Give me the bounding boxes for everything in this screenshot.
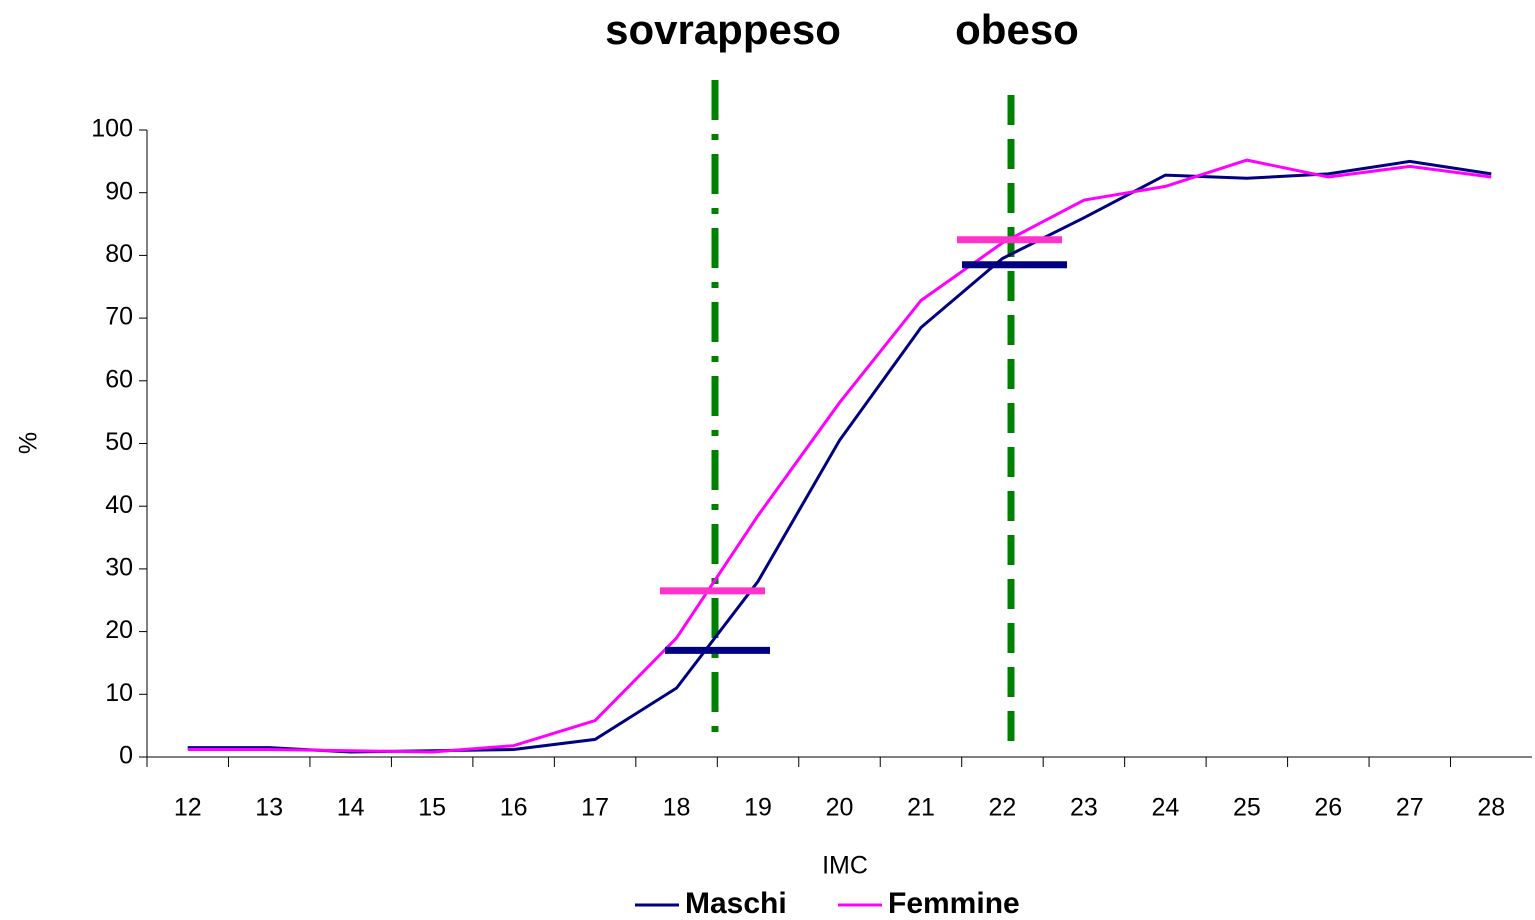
x-axis-label: IMC — [822, 852, 868, 880]
y-tick-label: 50 — [105, 428, 133, 456]
x-tick-label: 12 — [174, 794, 202, 822]
x-tick-label: 27 — [1396, 794, 1424, 822]
x-tick-label: 16 — [500, 794, 528, 822]
annotation: obeso — [955, 6, 1079, 53]
x-tick-label: 15 — [418, 794, 446, 822]
x-tick-label: 23 — [1070, 794, 1098, 822]
y-tick-label: 0 — [119, 742, 133, 770]
x-tick-label: 28 — [1477, 794, 1505, 822]
x-tick-label: 25 — [1233, 794, 1261, 822]
legend-label: Femmine — [888, 887, 1020, 920]
y-tick-label: 30 — [105, 554, 133, 582]
x-tick-label: 21 — [907, 794, 935, 822]
x-tick-label: 24 — [1151, 794, 1179, 822]
y-tick-label: 20 — [105, 616, 133, 644]
y-tick-label: 90 — [105, 177, 133, 205]
series-line — [187, 158, 1492, 754]
y-tick-label: 100 — [91, 115, 133, 143]
x-tick-label: 19 — [744, 794, 772, 822]
y-tick-label: 40 — [105, 491, 133, 519]
y-tick-label: 60 — [105, 365, 133, 393]
x-tick-label: 18 — [663, 794, 691, 822]
legend-label: Maschi — [685, 887, 787, 920]
x-tick-label: 26 — [1314, 794, 1342, 822]
x-tick-label: 20 — [826, 794, 854, 822]
annotation: sovrappeso — [605, 6, 841, 53]
y-axis-label: % — [15, 432, 43, 454]
series-line — [187, 159, 1492, 754]
x-tick-label: 13 — [255, 794, 283, 822]
y-tick-label: 70 — [105, 303, 133, 331]
y-tick-label: 10 — [105, 679, 133, 707]
x-tick-label: 22 — [989, 794, 1017, 822]
x-tick-label: 17 — [581, 794, 609, 822]
y-tick-label: 80 — [105, 240, 133, 268]
x-tick-label: 14 — [337, 794, 365, 822]
